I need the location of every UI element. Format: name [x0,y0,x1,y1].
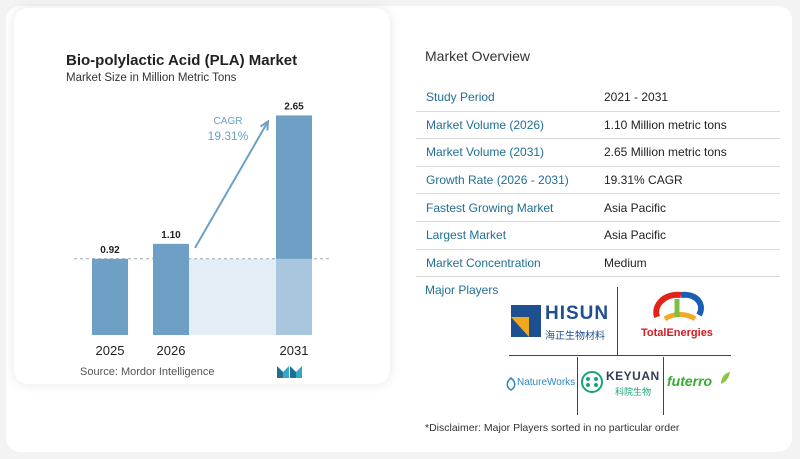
logo-divider [577,357,578,415]
hisun-emblem-icon [511,305,541,337]
overview-row: Largest Market Asia Pacific [416,221,780,250]
overview-key: Market Concentration [416,249,596,278]
keyuan-emblem-icon [581,371,603,393]
logo-divider [617,287,618,355]
logo-divider [663,357,664,415]
futerro-logo: futerro [665,371,733,395]
overview-row: Growth Rate (2026 - 2031) 19.31% CAGR [416,166,780,195]
overview-row: Fastest Growing Market Asia Pacific [416,193,780,222]
totalenergies-logo: TotalEnergies [633,291,729,351]
bar-value-label: 1.10 [161,230,181,241]
overview-key: Study Period [416,84,596,112]
totalenergies-wordmark: TotalEnergies [641,327,713,339]
overview-title: Market Overview [425,48,531,64]
bar-value-label: 2.65 [284,101,304,112]
chart-title: Bio-polylactic Acid (PLA) Market [66,52,298,69]
overview-table: Study Period 2021 - 2031 Market Volume (20… [416,84,780,278]
cagr-value: 19.31% [208,129,249,143]
futerro-wordmark: futerro [667,373,713,389]
cagr-label: CAGR [214,116,243,127]
bar-2026 [153,243,189,335]
chart-subtitle: Market Size in Million Metric Tons [66,72,237,84]
reference-shade [189,258,276,335]
x-tick-label: 2026 [157,343,186,358]
hisun-wordmark: HISUN [545,303,610,324]
chart-source: Source: Mordor Intelligence [80,366,215,378]
major-players-label: Major Players [425,283,499,297]
major-players-logos: HISUN 海正生物材料 TotalEnergies NatureWorks K… [505,287,733,415]
logo-divider [509,355,731,356]
overview-key: Market Volume (2026) [416,111,596,140]
overview-value: Asia Pacific [596,221,780,250]
overview-value: Medium [596,249,780,278]
overview-key: Largest Market [416,221,596,250]
totalenergies-emblem-icon [653,291,704,322]
disclaimer: *Disclaimer: Major Players sorted in no … [425,422,680,434]
overview-row: Market Volume (2026) 1.10 Million metric … [416,111,780,140]
bar-lower-segment [276,258,312,335]
bar-chart: 0.92 2025 1.10 2026 2.65 2031 CAGR 19.31% [74,101,332,358]
overview-row: Study Period 2021 - 2031 [416,84,780,112]
futerro-leaf-icon [721,372,730,384]
overview-key: Fastest Growing Market [416,193,596,222]
x-tick-label: 2025 [96,343,125,358]
overview-value: 1.10 Million metric tons [596,111,780,140]
overview-value: Asia Pacific [596,193,780,222]
natureworks-wordmark: NatureWorks [517,377,576,388]
overview-value: 2.65 Million metric tons [596,138,780,167]
overview-key: Market Volume (2031) [416,138,596,167]
bar-2025 [92,258,128,335]
mordor-intelligence-logo [277,366,302,378]
chart-card: 0.92 2025 1.10 2026 2.65 2031 CAGR 19.31% [14,8,390,384]
overview-value: 19.31% CAGR [596,166,780,195]
overview-key: Growth Rate (2026 - 2031) [416,166,596,195]
x-tick-label: 2031 [280,343,309,358]
overview-value: 2021 - 2031 [596,84,780,112]
hisun-chinese-name: 海正生物材料 [545,331,605,342]
hisun-logo: HISUN 海正生物材料 [511,303,617,345]
overview-row: Market Concentration Medium [416,249,780,278]
bar-value-label: 0.92 [100,245,120,256]
keyuan-wordmark: KEYUAN [606,369,660,383]
keyuan-logo: KEYUAN 科院生物 [581,365,663,405]
keyuan-chinese-name: 科院生物 [615,387,652,397]
natureworks-logo: NatureWorks [505,374,577,396]
cagr-arrow-head [259,119,270,131]
overview-row: Market Volume (2031) 2.65 Million metric … [416,138,780,167]
cagr-arrow [194,120,269,249]
natureworks-leaf-icon [506,377,516,391]
